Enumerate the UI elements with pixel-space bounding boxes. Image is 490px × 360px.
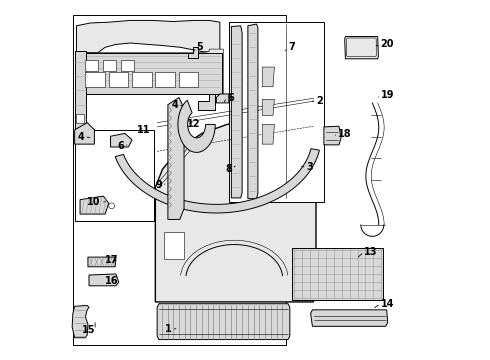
Polygon shape <box>72 306 89 338</box>
Text: 9: 9 <box>155 180 162 190</box>
Polygon shape <box>262 125 274 144</box>
Text: 14: 14 <box>381 299 394 309</box>
Text: 12: 12 <box>187 120 200 129</box>
Polygon shape <box>324 126 341 145</box>
Bar <box>229 22 324 202</box>
Bar <box>73 15 286 345</box>
Polygon shape <box>262 67 274 87</box>
Text: 18: 18 <box>338 129 352 139</box>
Text: 11: 11 <box>137 125 150 135</box>
Polygon shape <box>216 94 229 103</box>
Polygon shape <box>157 304 290 339</box>
Polygon shape <box>155 96 316 302</box>
Text: 16: 16 <box>105 276 119 286</box>
Text: 5: 5 <box>196 42 203 52</box>
Text: 17: 17 <box>105 255 119 265</box>
Bar <box>155 72 175 87</box>
Text: 19: 19 <box>381 90 394 100</box>
Text: 7: 7 <box>288 42 295 52</box>
Text: 3: 3 <box>307 162 314 172</box>
Text: 20: 20 <box>381 40 394 49</box>
Text: 8: 8 <box>225 164 232 174</box>
Polygon shape <box>88 257 116 267</box>
Bar <box>122 60 134 71</box>
Polygon shape <box>311 310 388 326</box>
Circle shape <box>109 203 115 209</box>
Text: 4: 4 <box>77 132 84 142</box>
Bar <box>74 130 153 221</box>
Text: 6: 6 <box>117 141 124 151</box>
Bar <box>292 248 383 300</box>
Text: 6: 6 <box>227 93 234 103</box>
Polygon shape <box>168 98 184 220</box>
Bar <box>179 72 198 87</box>
Polygon shape <box>74 123 95 144</box>
Bar <box>164 232 184 259</box>
Polygon shape <box>344 37 378 59</box>
Polygon shape <box>78 53 221 94</box>
Polygon shape <box>89 274 119 286</box>
Polygon shape <box>231 26 242 198</box>
Text: 15: 15 <box>82 325 95 335</box>
Polygon shape <box>178 100 215 152</box>
Text: 1: 1 <box>165 324 172 334</box>
Polygon shape <box>111 134 132 147</box>
Polygon shape <box>76 21 220 53</box>
Polygon shape <box>248 24 258 199</box>
Bar <box>109 72 128 87</box>
Bar <box>85 60 98 71</box>
Polygon shape <box>188 47 197 58</box>
Polygon shape <box>80 196 109 214</box>
Text: 4: 4 <box>171 100 178 110</box>
Polygon shape <box>74 51 87 137</box>
Text: 13: 13 <box>364 247 378 257</box>
Polygon shape <box>198 94 215 110</box>
Polygon shape <box>76 49 223 94</box>
Polygon shape <box>115 149 319 213</box>
Bar <box>76 114 84 123</box>
Bar <box>132 72 152 87</box>
Text: 2: 2 <box>317 96 323 106</box>
Text: 10: 10 <box>87 197 101 207</box>
Bar <box>85 72 105 87</box>
Bar <box>103 60 116 71</box>
Polygon shape <box>262 99 274 116</box>
